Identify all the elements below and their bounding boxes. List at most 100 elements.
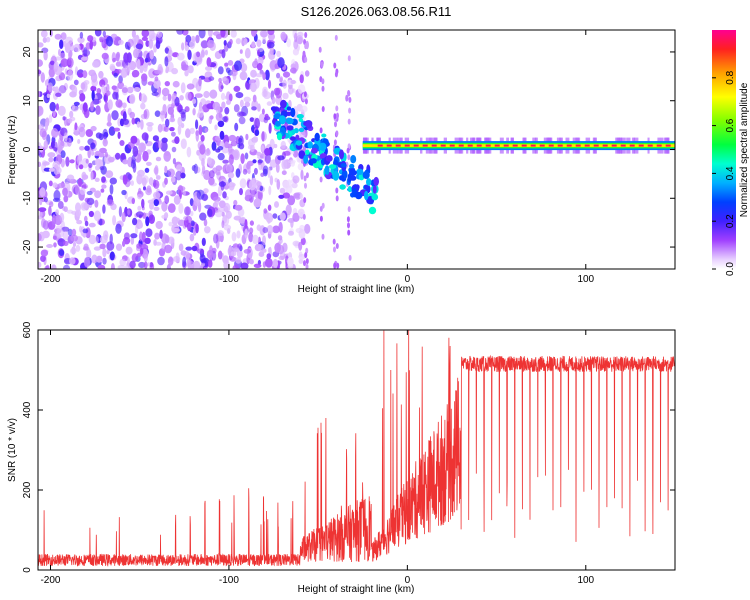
- spectrogram-cell: [94, 158, 101, 166]
- spectrogram-cell: [60, 52, 66, 59]
- spectrogram-cell: [299, 193, 304, 200]
- spectrogram-cell: [334, 71, 338, 78]
- spectrogram-cell: [171, 228, 180, 233]
- spectrogram-cell: [167, 236, 175, 244]
- spectrogram-x-tick-label: -100: [219, 274, 239, 285]
- spectrogram-cell: [139, 231, 143, 242]
- spectrogram-cell: [164, 234, 170, 244]
- spectrogram-cell: [59, 39, 64, 49]
- spectrogram-cell: [314, 132, 320, 142]
- spectrogram-cell: [79, 225, 83, 233]
- spectrogram-cell: [321, 133, 327, 138]
- spectrogram-cell: [372, 185, 377, 194]
- spectrogram-cell: [102, 138, 108, 147]
- spectrogram-cell: [83, 243, 89, 251]
- spectrogram-cell: [148, 177, 154, 186]
- spectrogram-cell: [62, 264, 71, 269]
- spectrogram-cell: [305, 149, 310, 155]
- spectrogram-cell: [272, 213, 278, 219]
- spectrogram-cell: [282, 242, 288, 253]
- colorbar-gradient: [712, 30, 736, 269]
- spectrogram-x-tick-label: 0: [405, 274, 411, 285]
- spectrogram-cell: [258, 251, 265, 257]
- spectrogram-cell: [38, 261, 42, 268]
- spectrogram-cell: [146, 185, 152, 193]
- spectrogram-cell: [121, 85, 129, 96]
- spectrogram-cell: [298, 150, 306, 159]
- spectrogram-cell: [282, 180, 290, 190]
- spectrogram-cell: [164, 244, 173, 254]
- spectrogram-cell: [229, 181, 233, 187]
- spectrogram-cell: [198, 124, 203, 136]
- spectrogram-cell: [203, 90, 210, 99]
- spectrogram-cell: [94, 30, 102, 37]
- spectrogram-cell: [94, 199, 99, 208]
- spectrogram-cell: [311, 147, 318, 154]
- spectrogram-cell: [125, 246, 133, 255]
- spectrogram-cell: [335, 187, 339, 194]
- spectrogram-cell: [181, 42, 185, 51]
- spectrogram-cell: [136, 173, 143, 185]
- spectrogram-cell: [278, 115, 286, 125]
- spectrogram-cell: [184, 206, 191, 216]
- spectrogram-cell: [292, 240, 300, 247]
- spectrogram-cell: [108, 126, 116, 136]
- spectrogram-cell: [200, 258, 207, 264]
- spectrogram-cell: [99, 243, 106, 250]
- spectrogram-cell: [40, 72, 45, 83]
- spectrogram-cell: [281, 159, 288, 170]
- spectrogram-cell: [304, 223, 311, 234]
- spectrogram-cell: [84, 215, 88, 223]
- snr-frame: [37, 329, 676, 571]
- spectrogram-cell: [91, 90, 95, 101]
- spectrogram-cell: [319, 127, 323, 134]
- spectrogram-cell: [494, 144, 500, 147]
- spectrogram-cell: [57, 201, 64, 209]
- spectrogram-cell: [297, 36, 303, 45]
- colorbar-label: Normalized spectral amplitude: [739, 82, 750, 217]
- spectrogram-cell: [257, 190, 263, 201]
- spectrogram-cell: [43, 140, 49, 150]
- spectrogram-cell: [647, 144, 653, 147]
- spectrogram-cell: [282, 192, 290, 199]
- spectrogram-cell: [39, 198, 43, 206]
- spectrogram-cell: [228, 93, 233, 102]
- spectrogram-x-label: Height of straight line (km): [298, 284, 415, 295]
- spectrogram-cell: [185, 91, 192, 101]
- spectrogram-cell: [191, 98, 197, 104]
- spectrogram-cell: [239, 49, 243, 54]
- spectrogram-cell: [204, 127, 208, 133]
- spectrogram-cell: [113, 72, 118, 78]
- spectrogram-cell: [253, 198, 262, 208]
- spectrogram-cell: [122, 102, 127, 109]
- spectrogram-cell: [249, 227, 254, 234]
- spectrogram-cell: [109, 184, 114, 195]
- spectrogram-cell: [45, 264, 50, 269]
- spectrogram-cell: [281, 170, 287, 176]
- colorbar-tick-label: 0.0: [725, 262, 736, 276]
- spectrogram-cell: [106, 199, 115, 207]
- snr-x-tick-label: -200: [40, 575, 60, 586]
- spectrogram-cell: [111, 85, 117, 90]
- spectrogram-cell: [349, 169, 357, 176]
- spectrogram-cell: [262, 227, 268, 234]
- spectrogram-cell: [296, 114, 304, 119]
- spectrogram-cell: [101, 176, 106, 183]
- spectrogram-cell: [201, 237, 206, 247]
- spectrogram-cell: [71, 228, 77, 237]
- spectrogram-cell: [164, 177, 168, 185]
- spectrogram-cell: [75, 244, 81, 252]
- spectrogram-cell: [63, 132, 68, 142]
- spectrogram-cell: [236, 111, 245, 118]
- spectrogram-cell: [63, 206, 68, 213]
- spectrogram-cell: [245, 133, 249, 141]
- spectrogram-cell: [333, 62, 337, 69]
- spectrogram-cell: [273, 143, 278, 149]
- spectrogram-cell: [181, 64, 190, 71]
- spectrogram-cell: [107, 99, 113, 110]
- spectrogram-cell: [131, 197, 135, 205]
- spectrogram-cell: [349, 175, 357, 181]
- spectrogram-cell: [185, 34, 192, 43]
- spectrogram-cell: [94, 177, 100, 182]
- spectrogram-cell: [262, 235, 266, 246]
